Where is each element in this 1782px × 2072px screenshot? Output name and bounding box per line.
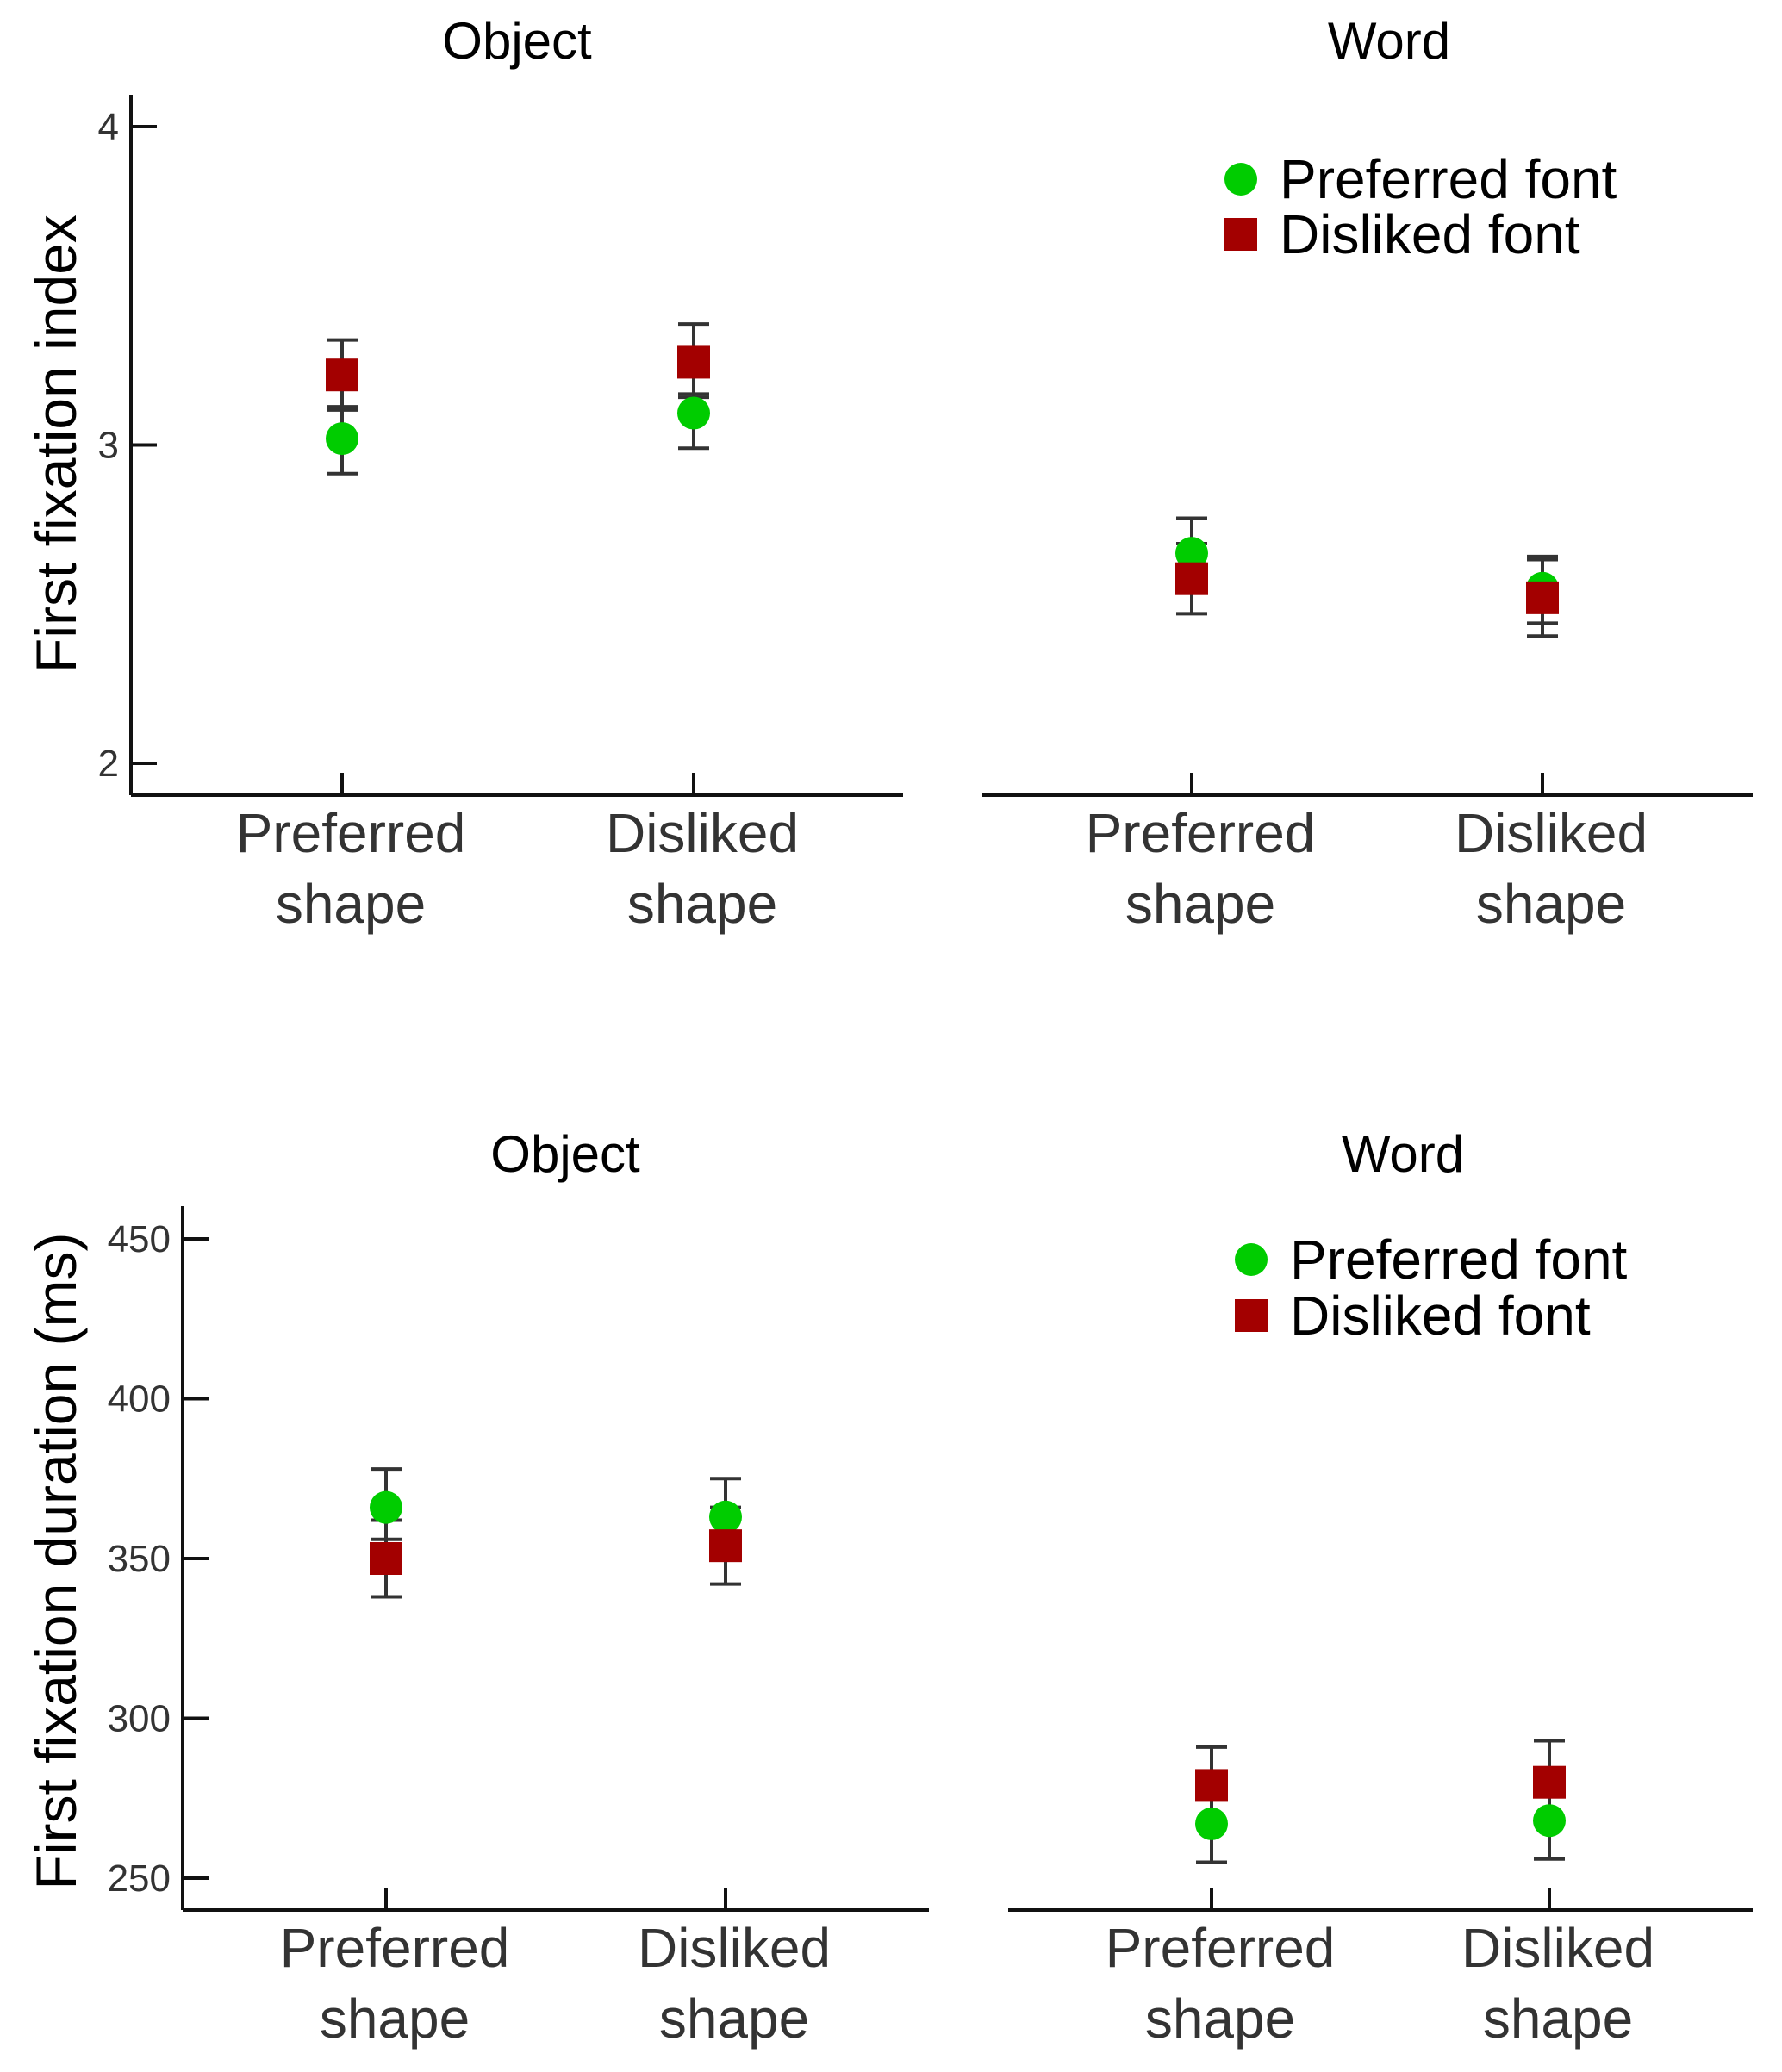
panel-title: Object [490, 1125, 640, 1183]
data-point-preferred-font [1195, 1807, 1228, 1840]
y-tick-label: 4 [98, 106, 119, 148]
y-axis-label: First fixation duration (ms) [24, 1233, 88, 1890]
data-point-disliked-font [677, 345, 710, 379]
data-point-disliked-font [709, 1529, 742, 1563]
data-point-preferred-font [370, 1490, 402, 1524]
y-tick-label: 3 [98, 425, 119, 467]
data-point-preferred-font [1175, 537, 1208, 570]
legend-label: Preferred font [1290, 1229, 1628, 1291]
y-tick-label: 300 [108, 1698, 171, 1740]
data-point-preferred-font [1533, 1804, 1566, 1838]
legend-marker-circle [1224, 163, 1257, 196]
y-tick-label: 250 [108, 1857, 171, 1900]
panel-title: Word [1328, 12, 1450, 70]
y-tick-label: 450 [108, 1218, 171, 1260]
x-tick-label: Disliked shape [638, 1917, 831, 2050]
legend-marker-square [1235, 1299, 1268, 1332]
data-point-preferred-font [677, 396, 710, 430]
data-point-preferred-font [709, 1500, 742, 1534]
panel-title: Word [1342, 1125, 1464, 1183]
x-tick-label: Preferred shape [280, 1917, 510, 2050]
data-point-disliked-font [1526, 581, 1559, 614]
legend-marker-square [1224, 218, 1257, 251]
data-point-disliked-font [370, 1542, 402, 1575]
chart-panel-1: Object First fixation index 2 3 4 Preferred sh… [24, 12, 903, 935]
y-tick-label: 2 [98, 743, 119, 785]
legend-label: Disliked font [1280, 203, 1580, 265]
chart-panel-3: Object First fixation duration (ms) 250 300… [24, 1125, 929, 2050]
x-tick-label: Disliked shape [606, 802, 799, 935]
x-tick-label: Disliked shape [1455, 802, 1648, 935]
y-tick-label: 400 [108, 1378, 171, 1421]
data-point-disliked-font [1533, 1765, 1566, 1799]
chart-panel-2: Word Preferred shape Disliked shape Preferred… [982, 12, 1753, 935]
data-point-disliked-font [1175, 562, 1208, 595]
panel-title: Object [442, 12, 592, 70]
data-point-preferred-font [326, 422, 358, 456]
x-tick-label: Preferred shape [1106, 1917, 1336, 2050]
y-axis-label: First fixation index [24, 215, 88, 673]
legend-label: Disliked font [1290, 1285, 1591, 1347]
legend-label: Preferred font [1280, 148, 1617, 210]
data-point-disliked-font [1195, 1769, 1228, 1802]
data-point-disliked-font [326, 358, 358, 392]
y-tick-label: 350 [108, 1538, 171, 1580]
x-tick-label: Preferred shape [236, 802, 466, 935]
x-tick-label: Preferred shape [1086, 802, 1316, 935]
legend-marker-circle [1235, 1243, 1268, 1276]
chart-panel-4: Word Preferred shape Disliked shape Preferred… [1008, 1125, 1753, 2050]
x-tick-label: Disliked shape [1461, 1917, 1654, 2050]
